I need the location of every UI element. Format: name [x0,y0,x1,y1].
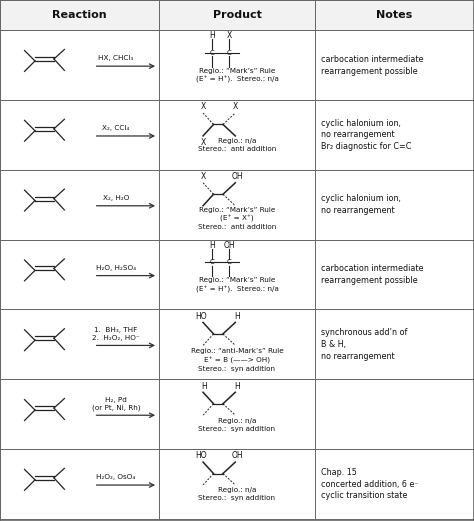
Bar [159,240,315,309]
Bar [315,379,474,449]
Bar [159,449,315,519]
Bar [0,100,159,170]
Text: Regio.: “Mark’s” Rule
(E⁺ = H⁺).  Stereo.: n/a: Regio.: “Mark’s” Rule (E⁺ = H⁺). Stereo.… [196,277,278,293]
Text: HO: HO [195,451,207,461]
Text: X: X [201,172,206,181]
Bar [159,170,315,240]
Text: X₂, CCl₄: X₂, CCl₄ [102,125,129,131]
Text: OH: OH [231,172,243,181]
Bar [159,379,315,449]
Bar [0,0,159,30]
Text: H₂O, H₂SO₄: H₂O, H₂SO₄ [96,265,136,271]
Text: cyclic halonium ion,
no rearrangement: cyclic halonium ion, no rearrangement [321,194,401,215]
Text: Regio.: “Mark’s” Rule
(E⁺ = H⁺).  Stereo.: n/a: Regio.: “Mark’s” Rule (E⁺ = H⁺). Stereo.… [196,68,278,83]
Bar [0,309,159,379]
Bar [315,30,474,100]
Bar [315,0,474,30]
Text: Regio.: “Mark’s” Rule
(E⁺ = X⁺)
Stereo.:  anti addition: Regio.: “Mark’s” Rule (E⁺ = X⁺) Stereo.:… [198,207,276,230]
Bar [159,100,315,170]
Text: HX, CHCl₃: HX, CHCl₃ [98,55,134,61]
Bar [159,0,315,30]
Text: X₂, H₂O: X₂, H₂O [103,195,129,201]
Text: carbocation intermediate
rearrangement possible: carbocation intermediate rearrangement p… [321,264,423,285]
Text: HO: HO [195,312,207,321]
Text: Chap. 15
concerted addition, 6 e⁻
cyclic transition state: Chap. 15 concerted addition, 6 e⁻ cyclic… [321,468,419,500]
Text: X: X [227,31,232,41]
Text: H: H [234,381,240,391]
Text: H: H [201,381,207,391]
Bar [315,449,474,519]
Text: 1.  BH₃, THF
2.  H₂O₂, HO⁻: 1. BH₃, THF 2. H₂O₂, HO⁻ [92,327,140,341]
Bar [0,240,159,309]
Bar [0,379,159,449]
Bar [315,100,474,170]
Text: H₂, Pd
(or Pt, Ni, Rh): H₂, Pd (or Pt, Ni, Rh) [91,396,140,411]
Text: OH: OH [224,241,235,250]
Text: H₂O₂, OsO₄: H₂O₂, OsO₄ [96,474,136,480]
Text: Reaction: Reaction [52,10,107,20]
Text: Regio.: “anti-Mark’s” Rule
E⁺ = B (——> OH)
Stereo.:  syn addition: Regio.: “anti-Mark’s” Rule E⁺ = B (——> O… [191,348,283,371]
Text: X: X [201,102,206,111]
Bar [0,449,159,519]
Bar [315,170,474,240]
Text: X: X [233,102,238,111]
Text: C: C [210,50,215,56]
Text: C: C [210,259,215,265]
Text: X: X [201,138,206,147]
Text: synchronous add’n of
B & H,
no rearrangement: synchronous add’n of B & H, no rearrange… [321,328,407,361]
Text: Product: Product [212,10,262,20]
Bar [315,240,474,309]
Text: C: C [227,50,232,56]
Text: Regio.: n/a
Stereo.:  syn addition: Regio.: n/a Stereo.: syn addition [199,488,275,502]
Bar [0,170,159,240]
Bar [315,309,474,379]
Bar [159,30,315,100]
Text: H: H [234,312,240,321]
Bar [0,30,159,100]
Text: carbocation intermediate
rearrangement possible: carbocation intermediate rearrangement p… [321,55,423,76]
Text: OH: OH [231,451,243,461]
Text: H: H [210,31,215,41]
Text: Regio.: n/a
Stereo.:  syn addition: Regio.: n/a Stereo.: syn addition [199,418,275,432]
Text: cyclic halonium ion,
no rearrangement
Br₂ diagnostic for C=C: cyclic halonium ion, no rearrangement Br… [321,119,411,151]
Text: C: C [227,259,232,265]
Text: H: H [210,241,215,250]
Text: Notes: Notes [376,10,413,20]
Text: Regio.: n/a
Stereo.:  anti addition: Regio.: n/a Stereo.: anti addition [198,139,276,153]
Bar [159,309,315,379]
